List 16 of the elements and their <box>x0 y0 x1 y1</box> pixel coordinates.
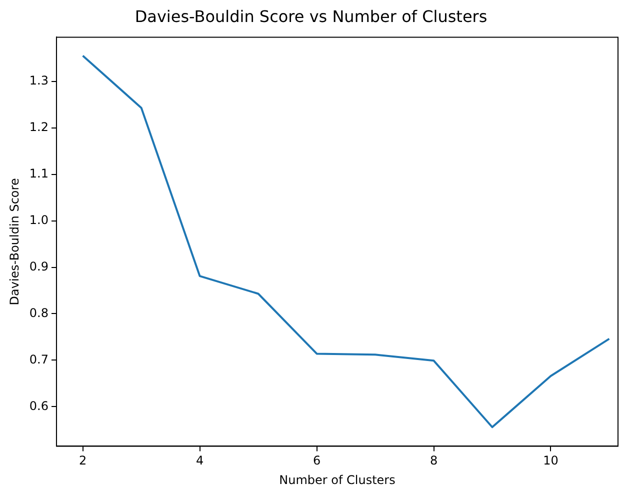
x-tick-label: 8 <box>430 454 438 468</box>
x-axis-title: Number of Clusters <box>279 472 396 487</box>
y-tick-label: 0.9 <box>29 259 48 274</box>
y-tick-label: 0.7 <box>29 352 48 366</box>
x-tick-label: 6 <box>312 454 321 468</box>
x-tick-label: 2 <box>78 454 87 468</box>
y-tick-label: 1.2 <box>29 120 48 134</box>
chart-title: Davies-Bouldin Score vs Number of Clusters <box>134 6 488 26</box>
y-tick-label: 1.3 <box>29 73 48 88</box>
x-tick-label: 10 <box>543 454 558 468</box>
y-tick-label: 1.1 <box>29 166 48 180</box>
y-tick-label: 0.8 <box>29 306 48 320</box>
y-tick-label: 0.6 <box>29 398 48 413</box>
x-tick-label: 4 <box>196 454 204 468</box>
y-axis-title: Davies-Bouldin Score <box>7 178 22 306</box>
y-tick-label: 1.0 <box>29 212 48 227</box>
